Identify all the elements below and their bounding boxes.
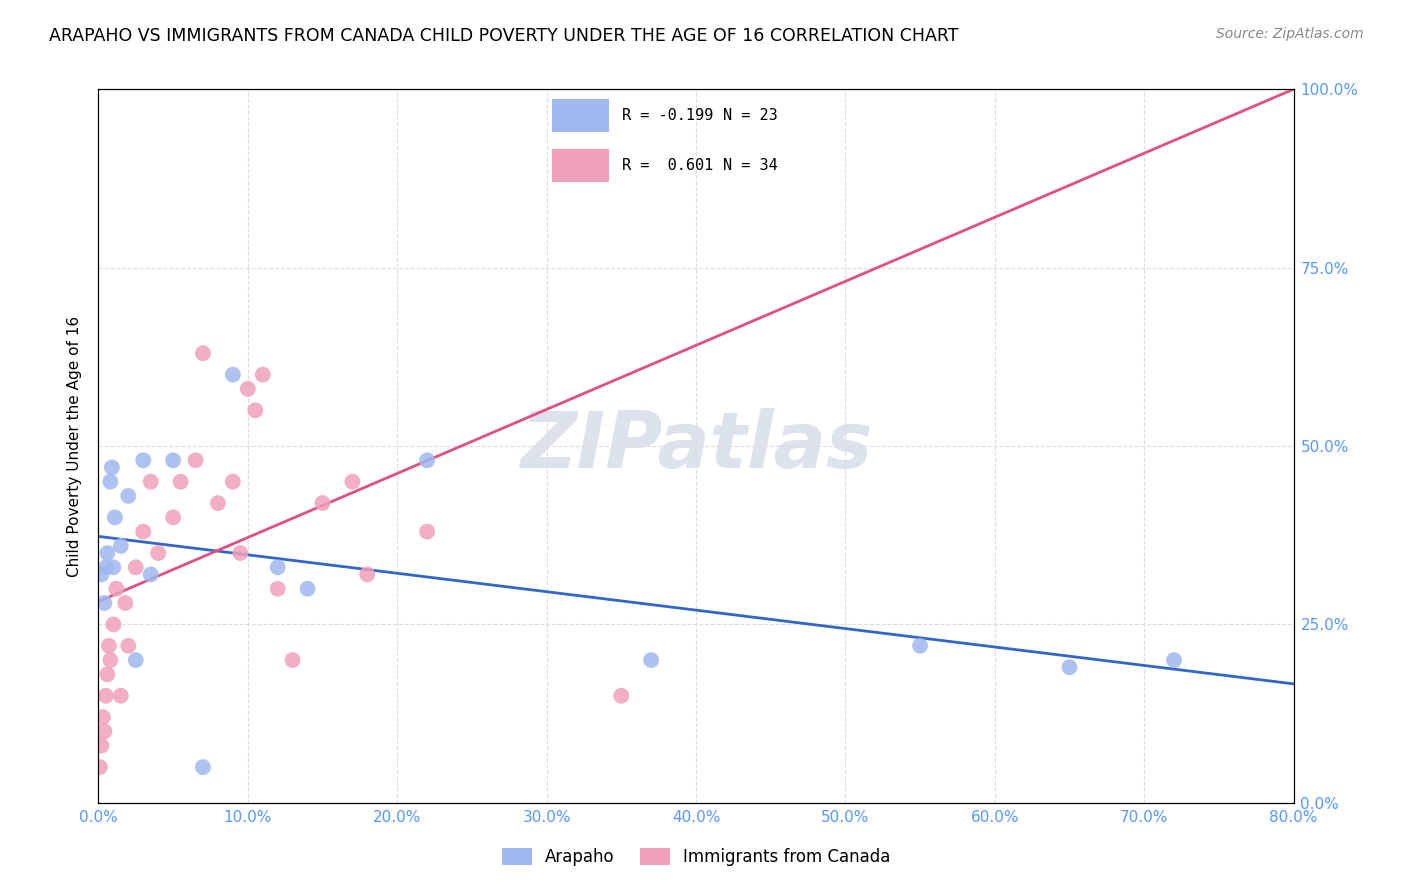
Point [222, 368, 245, 382]
Point [139, 475, 162, 489]
Point [610, 689, 633, 703]
Point [416, 524, 439, 539]
Point [96, 667, 118, 681]
Point [117, 639, 139, 653]
Point [98, 653, 122, 667]
Point [125, 653, 148, 667]
Y-axis label: Child Poverty Under the Age of 16: Child Poverty Under the Age of 16 [67, 316, 83, 576]
Point [103, 560, 125, 574]
Point [101, 460, 124, 475]
Point [90, 739, 112, 753]
Point [356, 567, 378, 582]
Point [311, 496, 333, 510]
Point [148, 546, 170, 560]
Point [191, 760, 214, 774]
Point [132, 524, 155, 539]
Point [184, 453, 207, 467]
Legend: Arapaho, Immigrants from Canada: Arapaho, Immigrants from Canada [495, 841, 897, 873]
Point [139, 567, 162, 582]
Point [1059, 660, 1081, 674]
Point [267, 582, 290, 596]
Point [103, 617, 125, 632]
Point [110, 689, 132, 703]
Text: R = -0.199: R = -0.199 [621, 108, 713, 123]
Point [89, 760, 111, 774]
Point [267, 560, 290, 574]
Point [93, 596, 115, 610]
Point [117, 489, 139, 503]
Point [90, 567, 112, 582]
Point [281, 653, 304, 667]
Point [114, 596, 136, 610]
Text: ARAPAHO VS IMMIGRANTS FROM CANADA CHILD POVERTY UNDER THE AGE OF 16 CORRELATION : ARAPAHO VS IMMIGRANTS FROM CANADA CHILD … [49, 27, 959, 45]
Point [1163, 653, 1185, 667]
Point [191, 346, 214, 360]
Point [908, 639, 931, 653]
Bar [551, 99, 609, 132]
Text: N = 34: N = 34 [724, 158, 778, 173]
Text: N = 23: N = 23 [724, 108, 778, 123]
Point [222, 475, 245, 489]
Point [162, 453, 184, 467]
Point [94, 560, 117, 574]
Point [245, 403, 267, 417]
Point [229, 546, 252, 560]
Bar [551, 149, 609, 181]
Point [416, 453, 439, 467]
Point [162, 510, 184, 524]
Point [132, 453, 155, 467]
Point [104, 510, 127, 524]
Point [125, 560, 148, 574]
Text: ZIPatlas: ZIPatlas [520, 408, 872, 484]
Point [97, 639, 120, 653]
Point [93, 724, 115, 739]
Point [96, 546, 118, 560]
Point [105, 582, 128, 596]
Text: R =  0.601: R = 0.601 [621, 158, 713, 173]
Point [169, 475, 191, 489]
Point [342, 475, 364, 489]
Point [91, 710, 114, 724]
Text: Source: ZipAtlas.com: Source: ZipAtlas.com [1216, 27, 1364, 41]
Point [640, 653, 662, 667]
Point [94, 689, 117, 703]
Point [252, 368, 274, 382]
Point [236, 382, 259, 396]
Point [207, 496, 229, 510]
Point [98, 475, 122, 489]
Point [297, 582, 319, 596]
Point [110, 539, 132, 553]
